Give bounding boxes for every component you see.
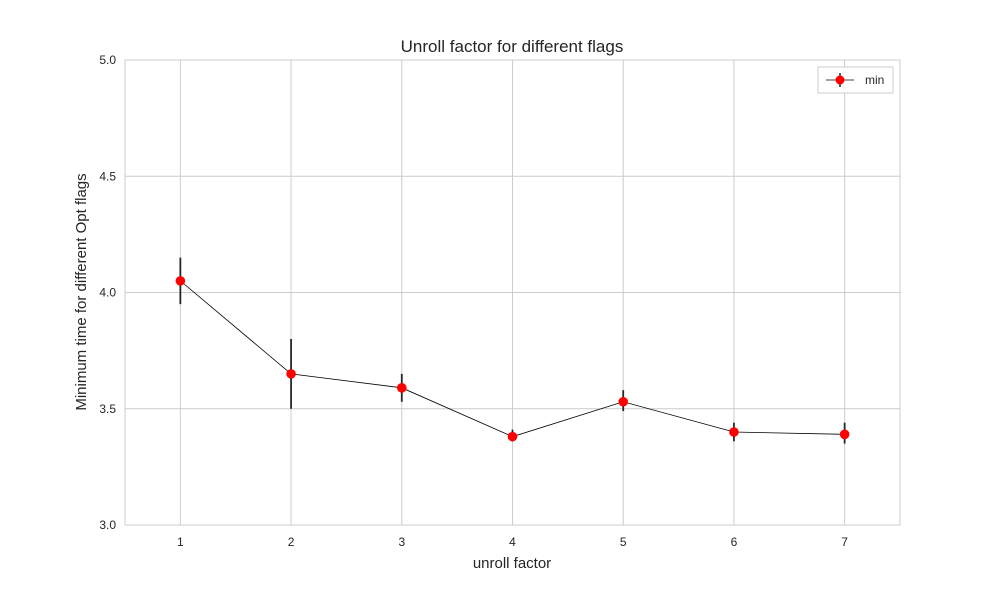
data-point (618, 396, 629, 407)
legend-marker (835, 75, 845, 85)
legend: min (817, 66, 894, 94)
x-tick-label: 4 (509, 535, 516, 549)
tick-labels: 1 2 3 4 5 6 7 3.0 3.5 4.0 4.5 5.0 (99, 53, 848, 549)
y-tick-label: 4.5 (99, 169, 116, 183)
x-tick-label: 7 (841, 535, 848, 549)
data-point (286, 369, 296, 379)
plot-frame (124, 59, 901, 526)
chart-title: Unroll factor for different flags (401, 37, 624, 56)
x-tick-label: 6 (731, 535, 738, 549)
x-tick-label: 1 (177, 535, 184, 549)
y-tick-label: 3.5 (99, 402, 116, 416)
x-tick-label: 5 (620, 535, 627, 549)
x-axis-label: unroll factor (473, 555, 551, 572)
x-tick-label: 3 (398, 535, 405, 549)
series (175, 257, 850, 444)
y-axis-label: Minimum time for different Opt flags (73, 173, 90, 410)
data-point (396, 383, 407, 393)
data-point (729, 427, 739, 437)
data-point (507, 431, 518, 442)
x-tick-label: 2 (288, 535, 295, 549)
legend-label-min: min (865, 73, 884, 87)
data-point (839, 429, 850, 440)
data-point (175, 276, 186, 286)
y-tick-label: 4.0 (99, 286, 116, 300)
y-tick-label: 3.0 (99, 518, 116, 532)
y-tick-label: 5.0 (99, 53, 116, 67)
